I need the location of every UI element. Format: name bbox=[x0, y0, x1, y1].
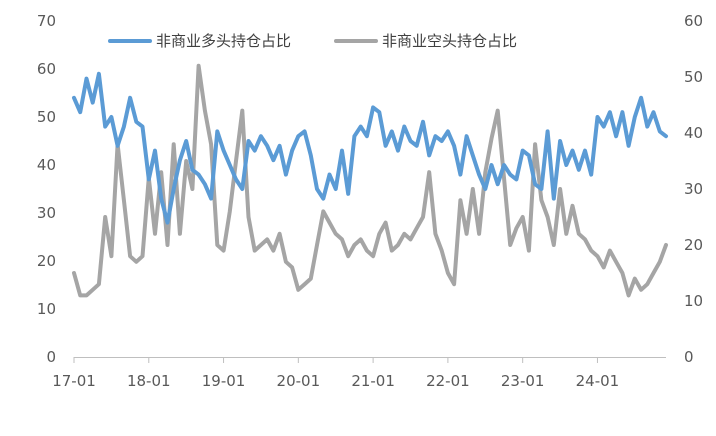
x-axis-tick-label: 17-01 bbox=[52, 372, 96, 390]
series-layer bbox=[72, 63, 668, 298]
legend-label: 非商业空头持仓占比 bbox=[382, 32, 517, 50]
right-axis-tick-label: 30 bbox=[684, 180, 703, 198]
left-axis-tick-label: 50 bbox=[37, 108, 56, 126]
left-axis-tick-label: 40 bbox=[37, 156, 56, 174]
x-axis-tick-label: 24-01 bbox=[576, 372, 620, 390]
left-axis-tick-label: 70 bbox=[37, 12, 56, 30]
legend: 非商业多头持仓占比 非商业空头持仓占比 bbox=[108, 32, 517, 50]
x-axis-tick-label: 23-01 bbox=[501, 372, 545, 390]
left-axis-tick-label: 60 bbox=[37, 60, 56, 78]
x-axis-tick-label: 20-01 bbox=[277, 372, 321, 390]
x-axis-tick-label: 18-01 bbox=[127, 372, 171, 390]
x-axis-ticks: 17-01 18-01 19-01 20-01 21-01 22-01 23-01 24-01 bbox=[52, 357, 619, 390]
right-axis-tick-label: 40 bbox=[684, 124, 703, 142]
left-axis-tick-label: 20 bbox=[37, 252, 56, 270]
x-axis-tick-label: 21-01 bbox=[351, 372, 395, 390]
left-axis-tick-label: 0 bbox=[46, 348, 56, 366]
right-axis-tick-label: 60 bbox=[684, 12, 703, 30]
x-axis-tick-label: 22-01 bbox=[426, 372, 470, 390]
series-line-left bbox=[72, 71, 668, 225]
left-axis-tick-label: 10 bbox=[37, 300, 56, 318]
left-axis-tick-label: 30 bbox=[37, 204, 56, 222]
right-axis-ticks: 0 10 20 30 40 50 60 bbox=[684, 12, 703, 366]
x-axis-tick-label: 19-01 bbox=[202, 372, 246, 390]
left-axis-ticks: 0 10 20 30 40 50 60 70 bbox=[37, 12, 56, 366]
right-axis-tick-label: 0 bbox=[684, 348, 694, 366]
series-line-right bbox=[72, 63, 668, 298]
right-axis-tick-label: 10 bbox=[684, 292, 703, 310]
right-axis-tick-label: 50 bbox=[684, 68, 703, 86]
right-axis-tick-label: 20 bbox=[684, 236, 703, 254]
legend-label: 非商业多头持仓占比 bbox=[156, 32, 291, 50]
